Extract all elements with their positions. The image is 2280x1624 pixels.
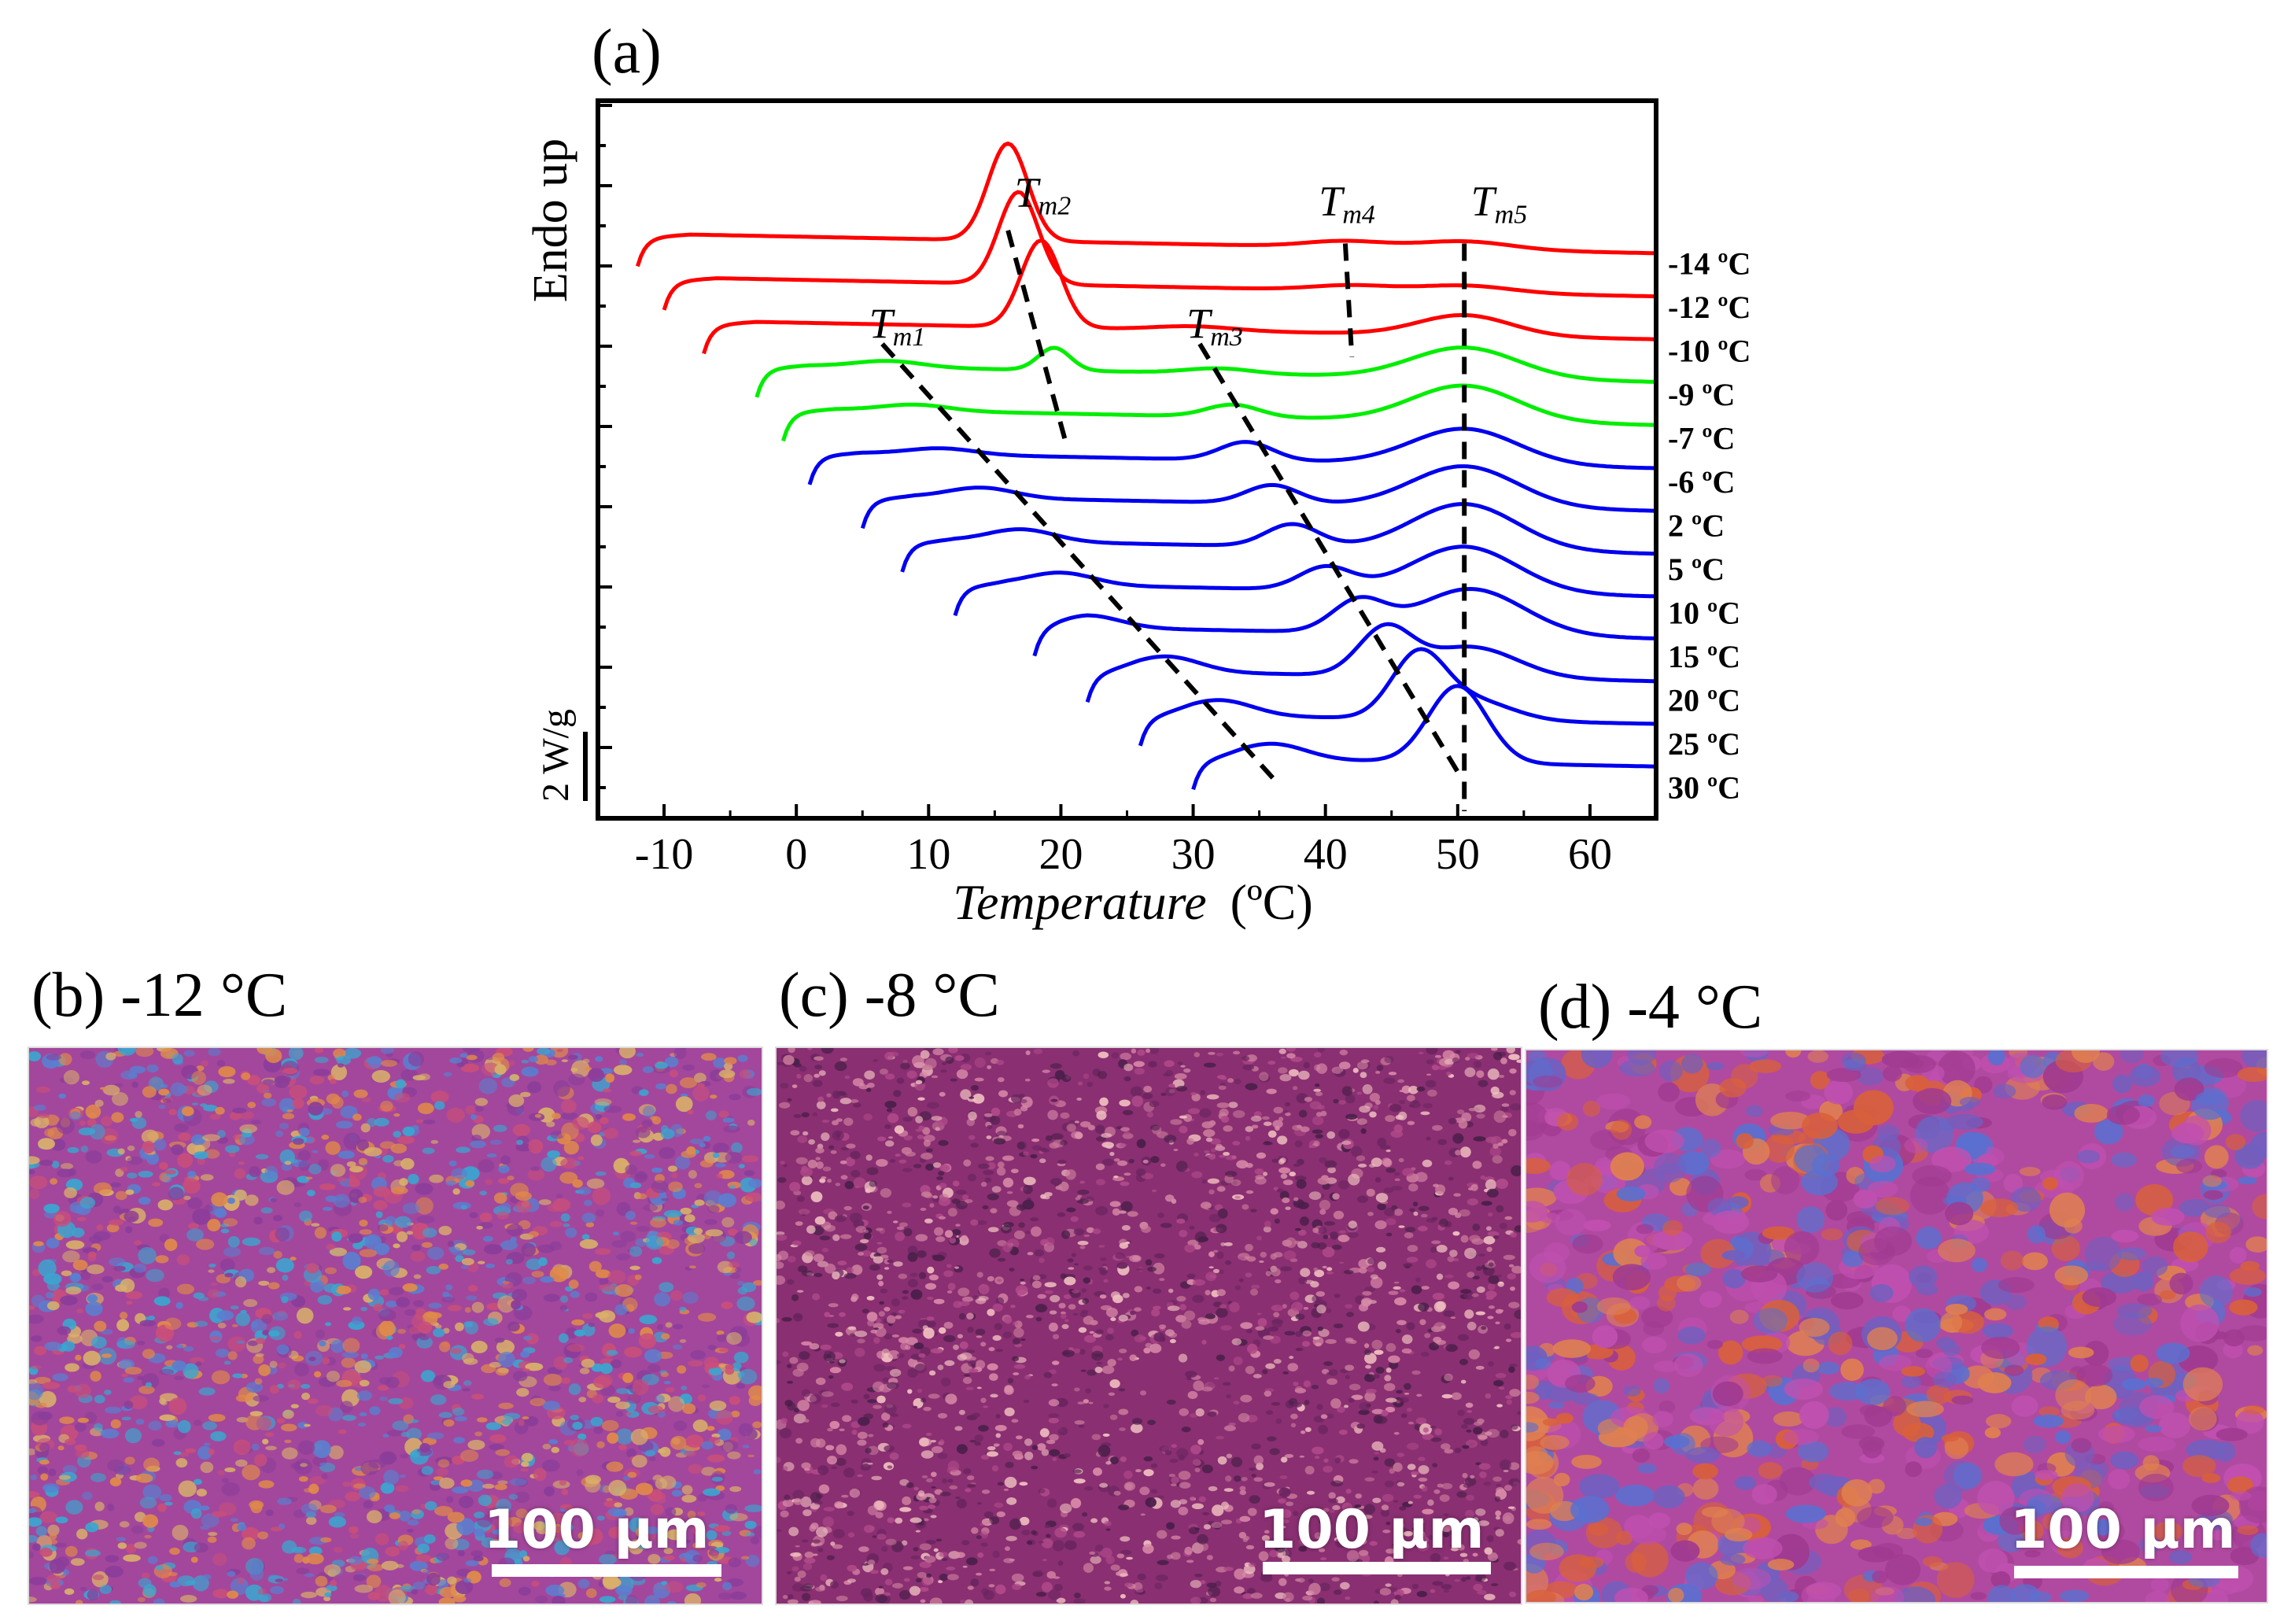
- micrograph-grains: [777, 1048, 1521, 1604]
- panel-b-label: (b) -12 °C: [31, 961, 288, 1030]
- series-curve-10: [1085, 622, 1657, 703]
- chart-panel-label: (a): [592, 17, 662, 87]
- series-curve-5: [807, 426, 1657, 485]
- panel-d-label: (d) -4 °C: [1538, 973, 1763, 1042]
- series-label-6: 2 ºC: [1668, 508, 1725, 544]
- micrograph-c-scale-bar: [1263, 1562, 1491, 1574]
- scale-bar-group: 2 W/g: [535, 709, 588, 802]
- series-label-0: -14 ºC: [1668, 246, 1751, 282]
- series-label-12: 30 ºC: [1668, 770, 1740, 806]
- series-curve-3: [754, 345, 1656, 398]
- series-curve-6: [860, 464, 1657, 530]
- micrograph-c: 100 μm: [775, 1046, 1522, 1605]
- series-curve-11: [1138, 647, 1657, 747]
- micrograph-d-scale-bar: [2014, 1566, 2238, 1578]
- micrograph-d: 100 μm: [1525, 1049, 2268, 1604]
- micrograph-grains: [1526, 1050, 2267, 1602]
- micrograph-b: 100 μm: [28, 1046, 763, 1605]
- series-curve-7: [900, 502, 1657, 573]
- series-label-9: 15 ºC: [1668, 639, 1740, 674]
- y-axis-label: Endo up: [524, 138, 577, 302]
- micrograph-b-texture: [29, 1048, 762, 1604]
- series-curve-4: [781, 383, 1657, 442]
- series-label-3: -9 ºC: [1668, 377, 1735, 412]
- x-tick-label-2: 10: [906, 830, 950, 879]
- series-label-10: 20 ºC: [1668, 683, 1740, 718]
- micrograph-c-texture: [777, 1048, 1521, 1604]
- series-label-11: 25 ºC: [1668, 726, 1740, 762]
- tm1-label: Tm1: [869, 300, 926, 352]
- micrograph-c-scale-label: 100 μm: [1259, 1499, 1485, 1561]
- series-label-2: -10 ºC: [1668, 334, 1751, 369]
- series-curve-2: [702, 238, 1657, 355]
- svg-text:Temperature (ºC): Temperature (ºC): [953, 874, 1313, 930]
- tm2-label: Tm2: [1015, 169, 1072, 221]
- micrograph-b-scale-label: 100 μm: [484, 1499, 710, 1561]
- series-label-1: -12 ºC: [1668, 290, 1751, 325]
- series-label-7: 5 ºC: [1668, 552, 1725, 587]
- x-tick-label-1: 0: [785, 830, 807, 879]
- scale-bar-label: 2 W/g: [535, 709, 577, 802]
- x-tick-label-0: -10: [635, 830, 694, 879]
- panel-c-label: (c) -8 °C: [779, 961, 1000, 1030]
- x-tick-label-3: 20: [1039, 830, 1083, 879]
- series-curve-8: [953, 544, 1657, 617]
- series-label-4: -7 ºC: [1668, 421, 1735, 456]
- micrograph-b-scale-bar: [492, 1564, 721, 1577]
- series-label-5: -6 ºC: [1668, 464, 1735, 500]
- x-axis-label-text: Temperature: [953, 874, 1206, 930]
- micrograph-grains: [29, 1048, 762, 1604]
- tm4-guide-line: [1342, 243, 1355, 357]
- tm1-guide-line: [880, 342, 1282, 787]
- micrograph-d-texture: [1526, 1050, 2267, 1602]
- series-curve-0: [636, 141, 1657, 268]
- x-tick-label-5: 40: [1304, 830, 1348, 879]
- tm5-label: Tm5: [1471, 178, 1528, 230]
- series-label-8: 10 ºC: [1668, 596, 1740, 631]
- tm3-label: Tm3: [1186, 300, 1243, 352]
- x-axis-label: Temperature (ºC): [953, 874, 1313, 930]
- micrograph-d-scale-label: 100 μm: [2010, 1499, 2236, 1561]
- dsc-chart: (a) -14 ºC -12 ºC -10 ºC -9 ºC -7 ºC -6 ºC 2 º…: [524, 17, 1751, 930]
- series-curve-9: [1032, 586, 1657, 657]
- x-axis-label-unit: (ºC): [1230, 874, 1313, 930]
- series-curve-1: [662, 190, 1657, 311]
- x-tick-label-4: 30: [1171, 830, 1216, 879]
- x-tick-label-7: 60: [1568, 830, 1612, 879]
- series-curve-12: [1191, 684, 1657, 791]
- tm4-label: Tm4: [1319, 178, 1375, 230]
- tm2-guide-line: [1005, 230, 1070, 450]
- x-tick-label-6: 50: [1436, 830, 1480, 879]
